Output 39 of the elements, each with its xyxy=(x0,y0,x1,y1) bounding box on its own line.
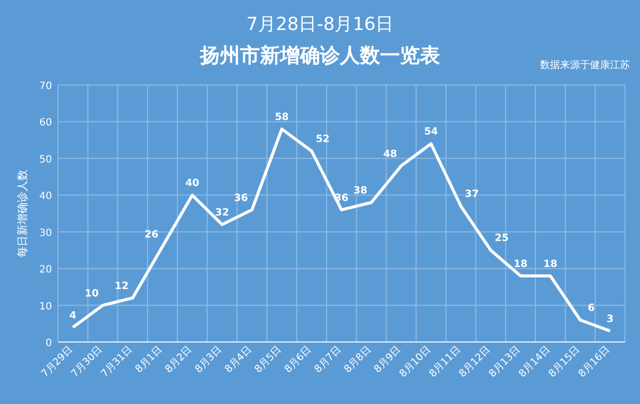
text: 数据来源于健康江苏 xyxy=(540,59,630,71)
data-label: 4 xyxy=(69,310,76,322)
y-axis-title: 每日新增确诊人数 xyxy=(16,170,29,258)
data-label: 10 xyxy=(84,288,99,300)
data-label: 58 xyxy=(274,112,289,124)
y-tick-label: 70 xyxy=(39,81,52,92)
data-label: 36 xyxy=(234,192,248,204)
x-tick-label: 8月6日 xyxy=(282,344,314,376)
y-tick-label: 60 xyxy=(39,118,52,129)
y-tick-label: 10 xyxy=(39,301,52,312)
data-label: 48 xyxy=(383,148,398,160)
data-label: 12 xyxy=(114,280,129,292)
y-tick-label: 30 xyxy=(39,228,52,239)
data-label: 6 xyxy=(588,302,595,314)
x-tick-label: 8月8日 xyxy=(342,344,374,376)
data-label: 38 xyxy=(353,185,368,196)
x-tick-label: 8月3日 xyxy=(193,344,224,376)
y-tick-label: 40 xyxy=(39,191,52,202)
line-series xyxy=(71,128,612,332)
data-label: 25 xyxy=(494,233,509,244)
chart-title: 7月28日-8月16日 xyxy=(246,14,394,35)
data-label: 32 xyxy=(215,208,230,219)
y-tick-label: 0 xyxy=(46,338,52,349)
data-label: 37 xyxy=(464,189,479,200)
data-label: 54 xyxy=(424,126,438,138)
data-label: 40 xyxy=(185,178,200,190)
x-tick-label: 8月5日 xyxy=(253,344,284,376)
data-label: 3 xyxy=(606,314,614,325)
x-tick-label: 8月1日 xyxy=(134,344,165,376)
x-tick-label: 8月4日 xyxy=(223,344,254,376)
data-label: 52 xyxy=(316,134,330,146)
y-tick-label: 50 xyxy=(39,154,52,166)
chart-subtitle: 扬州市新增确诊人数一览表 xyxy=(199,43,440,67)
y-tick-label: 20 xyxy=(39,264,52,276)
data-label: 26 xyxy=(144,230,158,241)
data-label: 18 xyxy=(543,258,558,270)
data-label: 18 xyxy=(514,258,528,270)
x-tick-label: 8月7日 xyxy=(312,344,344,376)
x-tick-label: 8月2日 xyxy=(163,344,194,376)
